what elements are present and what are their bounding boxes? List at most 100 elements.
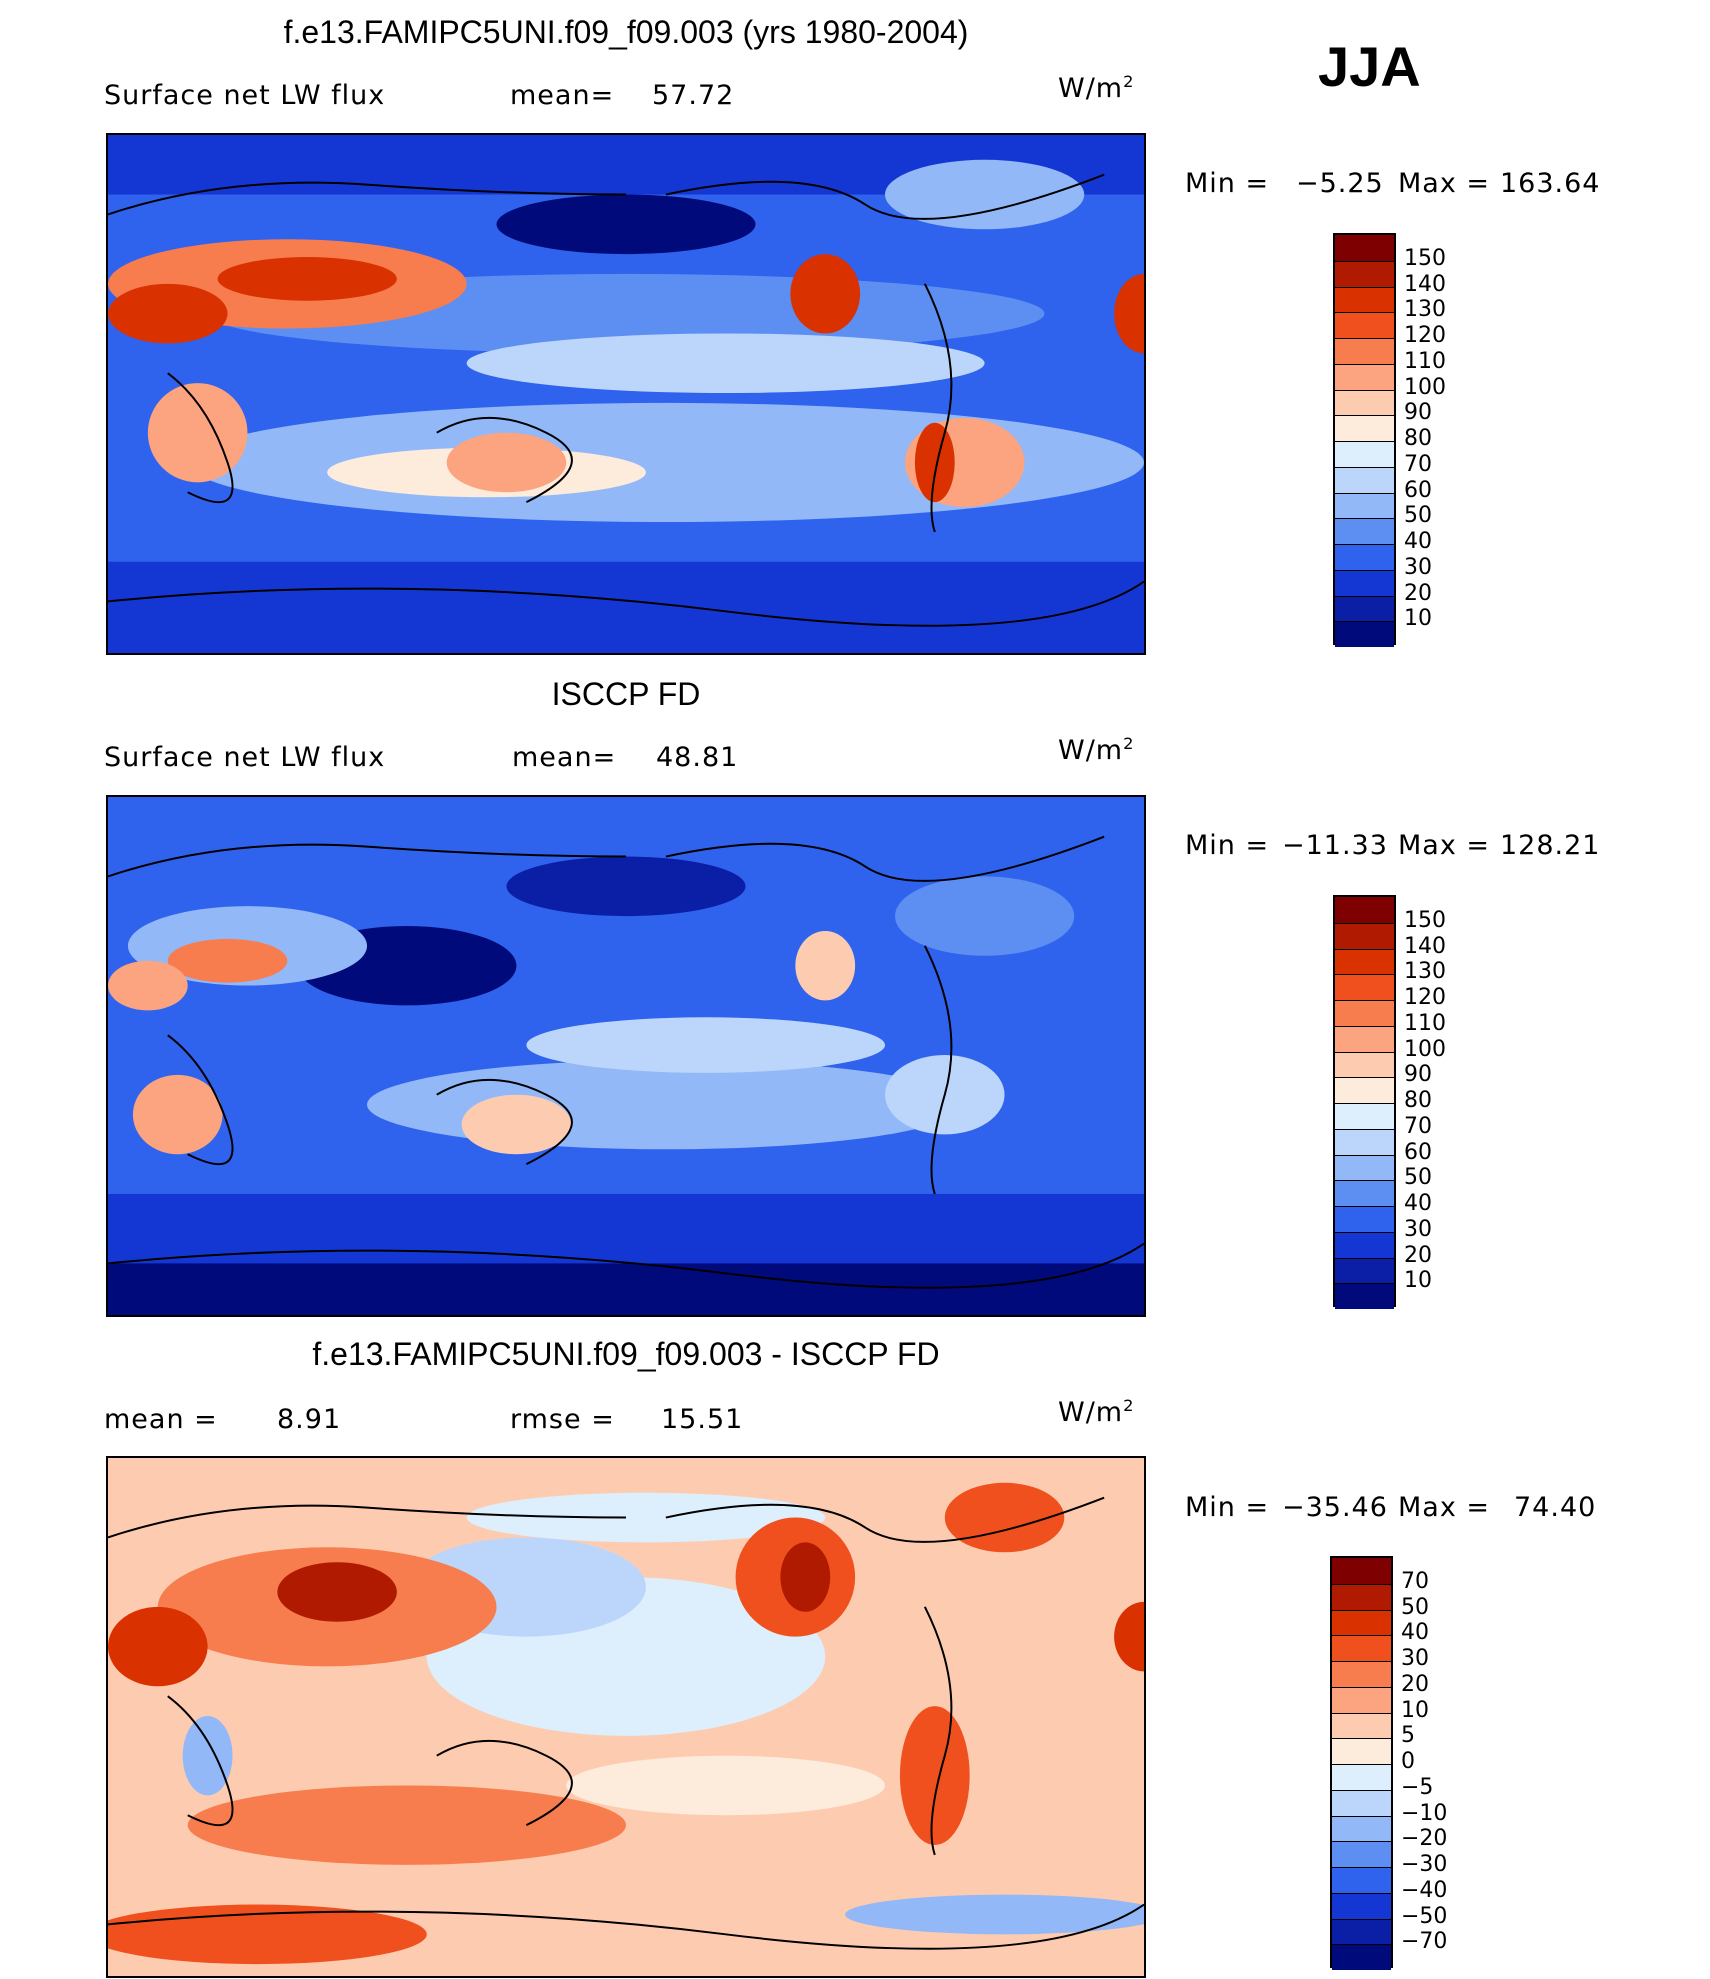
panel-1-colorbar-box <box>1335 260 1394 287</box>
panel-1-colorbar-label: 80 <box>1404 426 1432 451</box>
panel-2-colorbar-label: 60 <box>1404 1139 1432 1165</box>
panel-1-map <box>106 133 1146 655</box>
panel-2-colorbar-box <box>1335 1154 1394 1181</box>
panel-2-colorbar-label: 50 <box>1404 1165 1432 1191</box>
panel-1-variable-label: Surface net LW flux <box>104 80 386 111</box>
panel-3-colorbar-label: 50 <box>1401 1594 1429 1620</box>
panel-2-min-label: Min = <box>1185 830 1270 861</box>
panel-2-colorbar-label: 80 <box>1404 1088 1432 1113</box>
panel-1-colorbar-box <box>1335 544 1394 570</box>
panel-3-colorbar-label: 70 <box>1401 1568 1429 1594</box>
panel-2-map <box>106 795 1146 1317</box>
panel-1-colorbar-box <box>1335 595 1394 622</box>
panel-1-colorbar-box <box>1335 389 1394 416</box>
panel-1-colorbar-box <box>1335 312 1394 338</box>
panel-1-min-label: Min = <box>1185 168 1270 199</box>
panel-3-colorbar-label: −30 <box>1401 1852 1448 1877</box>
panel-2-colorbar-box <box>1335 922 1394 949</box>
panel-3-colorbar-box <box>1332 1815 1391 1842</box>
panel-2-colorbar-box <box>1335 897 1394 923</box>
panel-1-colorbar-label: 30 <box>1404 554 1432 580</box>
panel-2-title: ISCCP FD <box>551 676 701 712</box>
panel-2-max-label: Max = <box>1398 830 1491 861</box>
panel-2-colorbar <box>1333 895 1396 1309</box>
panel-2-colorbar-label: 110 <box>1404 1010 1446 1036</box>
panel-1-colorbar-box <box>1335 569 1394 596</box>
panel-3-rmse-value: 15.51 <box>661 1404 744 1435</box>
panel-3-colorbar-box <box>1332 1583 1391 1610</box>
panel-3-colorbar-box <box>1332 1609 1391 1636</box>
panel-2-colorbar-label: 40 <box>1404 1191 1432 1216</box>
panel-2-colorbar-label: 70 <box>1404 1113 1432 1139</box>
panel-1-colorbar-box <box>1335 286 1394 313</box>
panel-3-colorbar-box <box>1332 1789 1391 1816</box>
panel-3-colorbar-label: −70 <box>1401 1929 1448 1955</box>
panel-2-min-value: −11.33 <box>1282 830 1388 861</box>
panel-2-colorbar-box <box>1335 1128 1394 1155</box>
panel-3-max-label: Max = <box>1398 1492 1491 1523</box>
panel-3-colorbar-box <box>1332 1635 1391 1661</box>
panel-2-colorbar-box <box>1335 1257 1394 1284</box>
panel-2-map-field <box>108 797 1144 1315</box>
panel-3-colorbar-label: 5 <box>1401 1723 1415 1749</box>
panel-3-colorbar-label: −20 <box>1401 1826 1448 1852</box>
panel-1-mean-value: 57.72 <box>652 80 735 111</box>
panel-3-colorbar-label: −5 <box>1401 1774 1434 1800</box>
panel-3-colorbar-box <box>1332 1712 1391 1739</box>
panel-3-colorbar-box <box>1332 1558 1391 1584</box>
panel-2-colorbar-box <box>1335 974 1394 1000</box>
panel-2-colorbar-box <box>1335 1025 1394 1052</box>
panel-1-min-value: −5.25 <box>1296 168 1384 199</box>
panel-1-colorbar-label: 70 <box>1404 451 1432 477</box>
panel-2-colorbar-box <box>1335 1051 1394 1078</box>
panel-1-map-field <box>108 135 1144 653</box>
panel-2-units: W/m2 <box>1058 734 1135 766</box>
panel-1-colorbar-label: 20 <box>1404 580 1432 606</box>
panel-2-colorbar-box <box>1335 948 1394 975</box>
panel-1-colorbar-label: 150 <box>1404 245 1446 271</box>
panel-1-colorbar-label: 120 <box>1404 323 1446 348</box>
panel-3-colorbar-label: −10 <box>1401 1800 1448 1826</box>
panel-3-colorbar-box <box>1332 1944 1391 1970</box>
panel-2-colorbar-box <box>1335 1180 1394 1206</box>
season-label: JJA <box>1318 35 1421 98</box>
panel-1-colorbar-box <box>1335 466 1394 493</box>
panel-1-colorbar-box <box>1335 415 1394 441</box>
panel-1-max-label: Max = <box>1398 168 1491 199</box>
panel-1-colorbar-box <box>1335 441 1394 467</box>
panel-1-colorbar-label: 40 <box>1404 529 1432 554</box>
panel-3-colorbar-label: 40 <box>1401 1620 1429 1646</box>
panel-2-colorbar-label: 140 <box>1404 933 1446 959</box>
panel-3-rmse-label: rmse = <box>510 1404 615 1435</box>
panel-1-colorbar-label: 50 <box>1404 503 1432 529</box>
panel-3-colorbar-box <box>1332 1686 1391 1713</box>
panel-1-colorbar-label: 60 <box>1404 477 1432 503</box>
panel-3-max-value: 74.40 <box>1514 1492 1597 1523</box>
panel-1-colorbar-label: 10 <box>1404 606 1432 632</box>
panel-2-colorbar-label: 30 <box>1404 1216 1432 1242</box>
panel-3-colorbar <box>1330 1556 1393 1970</box>
panel-2-colorbar-label: 90 <box>1404 1062 1432 1088</box>
panel-3-colorbar-label: 30 <box>1401 1646 1429 1671</box>
panel-2-colorbar-box <box>1335 1000 1394 1026</box>
panel-3-map-field <box>108 1458 1144 1976</box>
panel-3-colorbar-label: 20 <box>1401 1671 1429 1697</box>
panel-1-colorbar-box <box>1335 338 1394 364</box>
panel-1-colorbar-box <box>1335 621 1394 647</box>
panel-3-colorbar-box <box>1332 1867 1391 1893</box>
panel-3-min-value: −35.46 <box>1282 1492 1388 1523</box>
panel-2-colorbar-box <box>1335 1231 1394 1258</box>
panel-1-units: W/m2 <box>1058 72 1135 104</box>
panel-2-colorbar-label: 130 <box>1404 959 1446 985</box>
panel-3-colorbar-box <box>1332 1764 1391 1790</box>
panel-3-colorbar-label: −50 <box>1401 1903 1448 1929</box>
panel-2-colorbar-label: 120 <box>1404 985 1446 1010</box>
panel-3-colorbar-box <box>1332 1841 1391 1867</box>
panel-1-colorbar-label: 110 <box>1404 348 1446 374</box>
panel-1-colorbar-box <box>1335 363 1394 390</box>
panel-1-mean-label: mean= <box>510 80 615 111</box>
panel-1-colorbar-box <box>1335 518 1394 544</box>
panel-3-mean-value: 8.91 <box>277 1404 342 1435</box>
panel-3-colorbar-label: 10 <box>1401 1697 1429 1723</box>
panel-2-colorbar-label: 10 <box>1404 1268 1432 1294</box>
